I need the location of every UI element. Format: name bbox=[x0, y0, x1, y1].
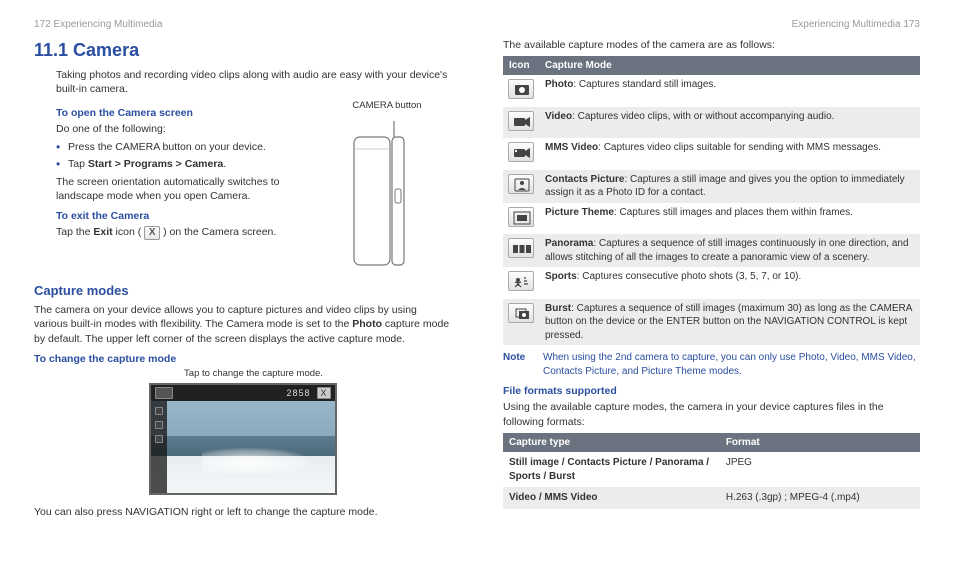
section-heading: 11.1 Camera bbox=[34, 38, 451, 62]
th-icon: Icon bbox=[503, 56, 539, 76]
mode-desc: : Captures consecutive photo shots (3, 5… bbox=[577, 271, 802, 282]
mode-chip-icon bbox=[155, 387, 173, 399]
modes-table-intro: The available capture modes of the camer… bbox=[503, 38, 920, 52]
camera-screenshot: 2858 X bbox=[149, 383, 337, 495]
table-row: Contacts Picture: Captures a still image… bbox=[503, 170, 920, 203]
page-172: 172 Experiencing Multimedia 11.1 Camera … bbox=[0, 0, 477, 587]
camera-topbar: 2858 X bbox=[151, 385, 335, 401]
mode-name: Picture Theme bbox=[545, 207, 614, 218]
formats-body: Using the available capture modes, the c… bbox=[503, 400, 920, 428]
table-row: MMS Video: Captures video clips suitable… bbox=[503, 138, 920, 170]
mode-desc: : Captures video clips suitable for send… bbox=[598, 142, 881, 153]
formats-table: Capture type Format Still image / Contac… bbox=[503, 433, 920, 509]
running-head-left: 172 Experiencing Multimedia bbox=[34, 18, 451, 32]
table-header-row: Capture type Format bbox=[503, 433, 920, 453]
table-row: Panorama: Captures a sequence of still i… bbox=[503, 234, 920, 267]
camera-scene bbox=[151, 401, 335, 493]
page-173: Experiencing Multimedia 173 The availabl… bbox=[477, 0, 954, 587]
th-format: Format bbox=[720, 433, 920, 453]
open-camera-lead: Do one of the following: bbox=[56, 122, 313, 136]
open-camera-heading: To open the Camera screen bbox=[56, 106, 313, 120]
orientation-text: The screen orientation automatically swi… bbox=[56, 175, 313, 203]
side-dot-icon bbox=[155, 421, 163, 429]
fmt-type: Still image / Contacts Picture / Panoram… bbox=[503, 452, 720, 487]
mode-video-icon bbox=[508, 111, 534, 131]
capture-modes-body: The camera on your device allows you to … bbox=[34, 303, 451, 346]
shot-counter: 2858 bbox=[286, 387, 310, 399]
camera-sidebar bbox=[151, 401, 167, 493]
exit-camera-text: Tap the Exit icon ( X ) on the Camera sc… bbox=[56, 225, 313, 239]
device-illustration-col: CAMERA button bbox=[323, 100, 451, 272]
change-mode-caption: Tap to change the capture mode. bbox=[56, 368, 451, 381]
page-spread: 172 Experiencing Multimedia 11.1 Camera … bbox=[0, 0, 954, 587]
table-row: Photo: Captures standard still images. bbox=[503, 75, 920, 107]
th-capture-type: Capture type bbox=[503, 433, 720, 453]
mode-theme-icon bbox=[508, 207, 534, 227]
running-head-right: Experiencing Multimedia 173 bbox=[503, 18, 920, 32]
mode-desc: : Captures a sequence of still images (m… bbox=[545, 303, 912, 341]
change-mode-heading: To change the capture mode bbox=[34, 352, 451, 366]
table-row: Video / MMS Video H.263 (.3gp) ; MPEG-4 … bbox=[503, 487, 920, 509]
fmt-value: H.263 (.3gp) ; MPEG-4 (.mp4) bbox=[720, 487, 920, 509]
bold-path: Start > Programs > Camera bbox=[88, 158, 223, 170]
intro-text: Taking photos and recording video clips … bbox=[56, 68, 451, 96]
mode-name: Video bbox=[545, 111, 572, 122]
modes-tbody: Photo: Captures standard still images. V… bbox=[503, 75, 920, 345]
mode-name: Sports bbox=[545, 271, 577, 282]
bullet-text: Tap Start > Programs > Camera. bbox=[68, 158, 226, 170]
bullet-item: Tap Start > Programs > Camera. bbox=[56, 157, 313, 171]
table-row: Sports: Captures consecutive photo shots… bbox=[503, 267, 920, 299]
fmt-type: Video / MMS Video bbox=[503, 487, 720, 509]
table-row: Burst: Captures a sequence of still imag… bbox=[503, 299, 920, 346]
exit-camera-heading: To exit the Camera bbox=[56, 209, 313, 223]
mode-photo-icon bbox=[508, 79, 534, 99]
open-camera-text: To open the Camera screen Do one of the … bbox=[56, 100, 313, 272]
note-label: Note bbox=[503, 351, 533, 378]
section-body: Taking photos and recording video clips … bbox=[56, 68, 451, 519]
table-header-row: Icon Capture Mode bbox=[503, 56, 920, 76]
side-dot-icon bbox=[155, 407, 163, 415]
navigation-line: You can also press NAVIGATION right or l… bbox=[34, 505, 451, 519]
bullet-item: Press the CAMERA button on your device. bbox=[56, 140, 313, 154]
table-row: Still image / Contacts Picture / Panoram… bbox=[503, 452, 920, 487]
mode-desc: : Captures video clips, with or without … bbox=[572, 111, 834, 122]
table-row: Video: Captures video clips, with or wit… bbox=[503, 107, 920, 139]
mode-desc: : Captures still images and places them … bbox=[614, 207, 853, 218]
mode-name: Contacts Picture bbox=[545, 174, 624, 185]
side-dot-icon bbox=[155, 435, 163, 443]
bullet-text: Press the CAMERA button on your device. bbox=[68, 141, 266, 153]
note-block: Note When using the 2nd camera to captur… bbox=[503, 351, 920, 378]
formats-heading: File formats supported bbox=[503, 384, 920, 398]
mode-name: Photo bbox=[545, 79, 573, 90]
mode-contacts-icon bbox=[508, 174, 534, 194]
mode-desc: : Captures standard still images. bbox=[573, 79, 716, 90]
mode-name: MMS Video bbox=[545, 142, 598, 153]
mode-desc: : Captures a sequence of still images co… bbox=[545, 238, 909, 263]
mode-panorama-icon bbox=[508, 238, 534, 258]
mode-name: Burst bbox=[545, 303, 571, 314]
open-camera-block: To open the Camera screen Do one of the … bbox=[56, 100, 451, 272]
open-camera-bullets: Press the CAMERA button on your device. … bbox=[56, 140, 313, 170]
mode-burst-icon bbox=[508, 303, 534, 323]
mode-name: Panorama bbox=[545, 238, 593, 249]
camera-button-label: CAMERA button bbox=[323, 100, 451, 113]
close-icon: X bbox=[317, 387, 331, 399]
exit-icon: X bbox=[144, 226, 160, 240]
mode-mms-video-icon bbox=[508, 142, 534, 162]
capture-modes-heading: Capture modes bbox=[34, 282, 451, 300]
fmt-value: JPEG bbox=[720, 452, 920, 487]
device-side-icon bbox=[348, 117, 426, 267]
th-mode: Capture Mode bbox=[539, 56, 920, 76]
camera-screenshot-wrap: 2858 X bbox=[34, 383, 451, 499]
capture-modes-table: Icon Capture Mode Photo: Captures standa… bbox=[503, 56, 920, 346]
note-text: When using the 2nd camera to capture, yo… bbox=[543, 351, 920, 378]
table-row: Picture Theme: Captures still images and… bbox=[503, 203, 920, 235]
mode-sports-icon bbox=[508, 271, 534, 291]
